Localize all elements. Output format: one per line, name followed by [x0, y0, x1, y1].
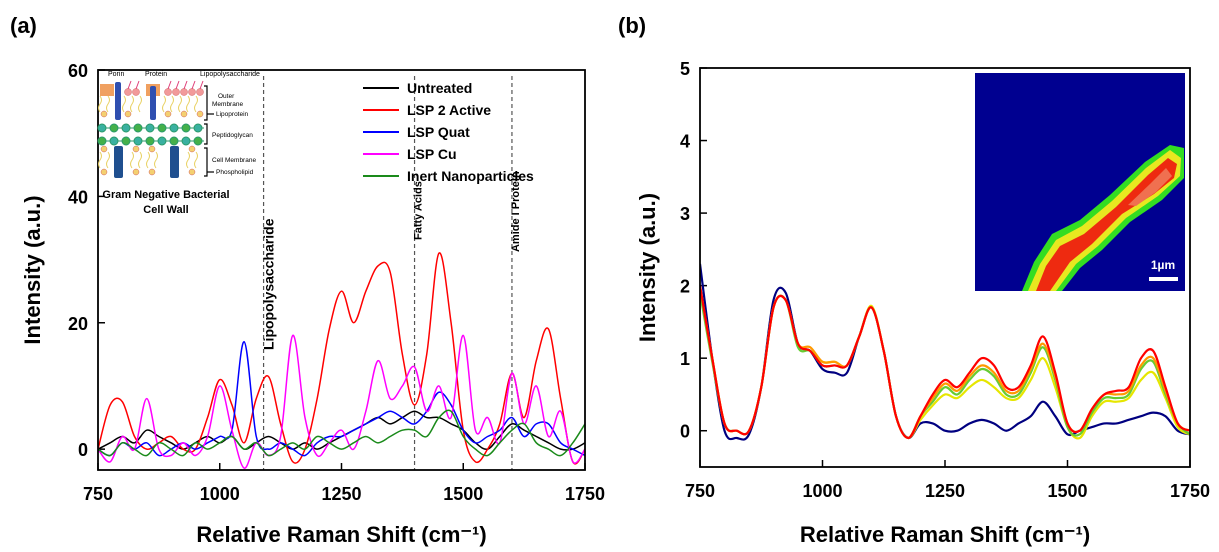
fluorescence-image: 1µm	[975, 73, 1185, 291]
y-tick-label: 5	[680, 59, 690, 79]
panel: (b) Intensity (a.u.) Relative Raman Shift …	[618, 13, 1210, 547]
reference-label: Lipopolysaccharide	[261, 218, 277, 350]
series-line	[98, 409, 585, 457]
scale-bar-label: 1µm	[1151, 258, 1175, 272]
y-tick-label: 3	[680, 204, 690, 224]
y-axis-title: Intensity (a.u.)	[635, 193, 660, 342]
reference-label: Amide I Protein	[510, 171, 522, 252]
reference-label: Fatty Acids	[413, 181, 425, 240]
protein-block	[100, 84, 114, 96]
diagram-label: Outer	[218, 93, 235, 100]
membrane-protein	[114, 146, 123, 178]
panel-label: (a)	[10, 13, 37, 38]
legend-label: Inert Nanoparticles	[407, 168, 534, 184]
x-tick-label: 1750	[565, 484, 605, 504]
x-axis-title: Relative Raman Shift (cm⁻¹)	[196, 522, 486, 547]
y-tick-label: 2	[680, 277, 690, 297]
legend-label: LSP Quat	[407, 124, 470, 140]
y-tick-label: 1	[680, 349, 690, 369]
peptidoglycan	[97, 123, 204, 146]
x-tick-label: 750	[83, 484, 113, 504]
x-axis-title: Relative Raman Shift (cm⁻¹)	[800, 522, 1090, 547]
cell-core-highlight	[1128, 168, 1172, 206]
diagram-caption: Cell Wall	[143, 204, 188, 216]
diagram-label: Cell Membrane	[212, 157, 256, 164]
plot-frame	[699, 67, 1191, 468]
diagram-label: Phospholipid	[216, 169, 254, 176]
y-tick-label: 20	[68, 314, 88, 334]
diagram-caption: Gram Negative Bacterial	[102, 189, 229, 201]
y-tick-label: 40	[68, 187, 88, 207]
x-tick-label: 1000	[802, 481, 842, 501]
x-tick-label: 1000	[200, 484, 240, 504]
panel-label: (b)	[618, 13, 646, 38]
plot-frame	[97, 69, 586, 471]
lps-chains	[127, 80, 204, 90]
x-tick-label: 1250	[925, 481, 965, 501]
panel: (a) Intensity (a.u.) Relative Raman Shift …	[10, 13, 605, 547]
y-tick-label: 4	[680, 132, 690, 152]
legend-label: Untreated	[407, 80, 472, 96]
x-tick-label: 1250	[321, 484, 361, 504]
diagram-label: Membrane	[212, 101, 243, 108]
diagram-label: Lipoprotein	[216, 111, 249, 118]
series-line	[700, 292, 1190, 440]
x-tick-label: 1500	[1047, 481, 1087, 501]
cell-wall-diagram: Porin Protein Lipopolysaccharide Outer M…	[97, 71, 260, 216]
diagram-label: Peptidoglycan	[212, 132, 253, 139]
brackets	[204, 85, 214, 177]
legend-label: LSP 2 Active	[407, 102, 491, 118]
diagram-label: Porin	[108, 71, 124, 78]
x-tick-label: 1500	[443, 484, 483, 504]
y-tick-label: 0	[78, 440, 88, 460]
series-line	[98, 334, 585, 469]
diagram-label: Lipopolysaccharide	[200, 71, 260, 78]
y-axis-title: Intensity (a.u.)	[20, 195, 45, 344]
membrane-protein	[170, 146, 179, 178]
series-line	[700, 285, 1190, 440]
lipid-tails	[98, 95, 198, 169]
porin	[150, 86, 156, 120]
diagram-label: Protein	[145, 71, 167, 78]
x-tick-label: 1750	[1170, 481, 1210, 501]
series-line	[700, 263, 1190, 441]
legend-label: LSP Cu	[407, 146, 457, 162]
cell-core	[1036, 158, 1177, 291]
y-tick-label: 60	[68, 61, 88, 81]
series-line	[98, 252, 585, 465]
x-tick-label: 750	[685, 481, 715, 501]
porin	[115, 82, 121, 120]
y-tick-label: 0	[680, 422, 690, 442]
